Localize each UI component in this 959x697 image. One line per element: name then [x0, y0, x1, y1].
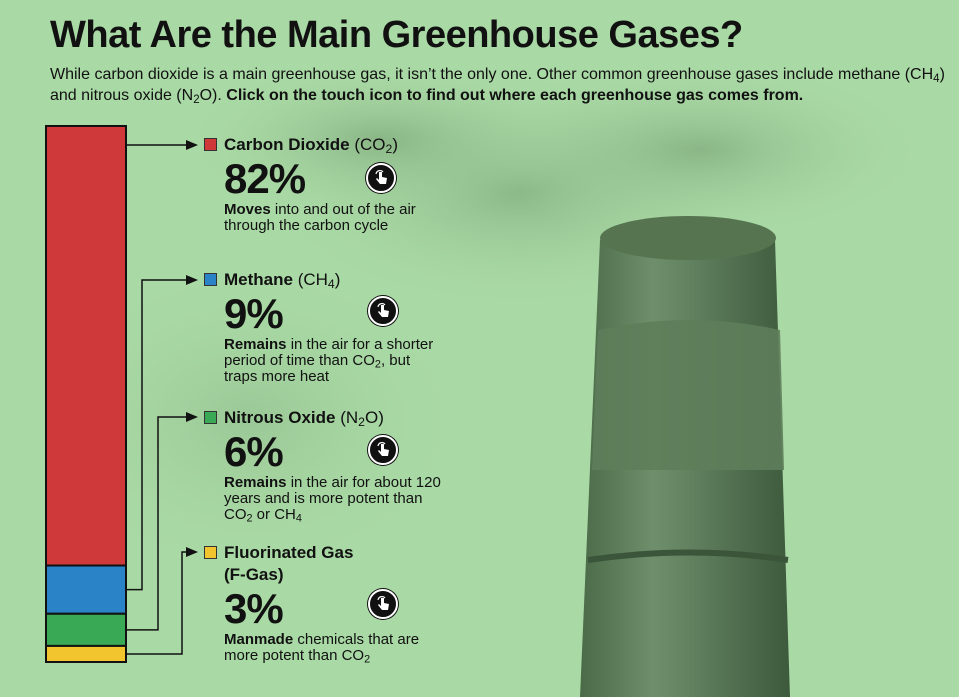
connector-arrow-fluorinated-gas [186, 547, 198, 557]
gas-block-carbon-dioxide: Carbon Dioxide (CO2) 82% Moves into and … [204, 134, 444, 234]
desc-methane: Remains in the air for a shorter period … [224, 336, 434, 385]
intro-instruction: Click on the touch icon to find out wher… [226, 87, 804, 104]
touch-icon[interactable] [368, 589, 398, 619]
page-title: What Are the Main Greenhouse Gases? [50, 14, 743, 56]
connector-arrow-nitrous-oxide [186, 412, 198, 422]
bar-segment-carbon-dioxide [45, 125, 127, 567]
gas-name-fluorinated-gas: Fluorinated Gas [224, 543, 354, 562]
swatch-fluorinated-gas [204, 546, 217, 559]
connector-line-methane [126, 279, 195, 591]
percent-carbon-dioxide: 82% [224, 155, 306, 202]
percent-methane: 9% [224, 290, 284, 337]
connector-line-nitrous-oxide [126, 416, 195, 631]
desc-nitrous-oxide: Remains in the air for about 120 years a… [224, 474, 441, 525]
gas-name-carbon-dioxide: Carbon Dioxide [224, 135, 350, 154]
connector-arrow-carbon-dioxide [186, 140, 198, 150]
desc-carbon-dioxide: Moves into and out of the air through th… [224, 201, 416, 234]
gas-block-nitrous-oxide: Nitrous Oxide (N2O) 6% Remains in the ai… [204, 407, 444, 525]
percent-nitrous-oxide: 6% [224, 428, 284, 475]
swatch-nitrous-oxide [204, 411, 217, 424]
touch-icon[interactable] [368, 435, 398, 465]
gas-name2-fluorinated-gas: (F-Gas) [224, 565, 284, 584]
gas-name-methane: Methane [224, 270, 293, 289]
percent-fluorinated-gas: 3% [224, 585, 284, 632]
connector-line-fluorinated-gas [126, 551, 195, 655]
gas-formula-carbon-dioxide: (CO2) [354, 135, 399, 157]
connector-arrow-methane [186, 275, 198, 285]
desc-fluorinated-gas: Manmade chemicals that are more potent t… [224, 631, 420, 666]
swatch-methane [204, 273, 217, 286]
swatch-carbon-dioxide [204, 138, 217, 151]
gas-block-methane: Methane (CH4) 9% Remains in the air for … [204, 269, 444, 385]
gas-formula-nitrous-oxide: (N2O) [340, 408, 384, 430]
gas-name-nitrous-oxide: Nitrous Oxide [224, 408, 336, 427]
bar-segment-methane [45, 564, 127, 615]
gas-block-fluorinated-gas: Fluorinated Gas (F-Gas) 3% Manmade chemi… [204, 542, 444, 666]
bar-segment-nitrous-oxide [45, 612, 127, 647]
touch-icon[interactable] [366, 163, 396, 193]
gas-formula-methane: (CH4) [297, 270, 341, 292]
touch-icon[interactable] [368, 296, 398, 326]
bar-segment-fluorinated-gas [45, 644, 127, 663]
intro-text: While carbon dioxide is a main greenhous… [50, 66, 945, 106]
